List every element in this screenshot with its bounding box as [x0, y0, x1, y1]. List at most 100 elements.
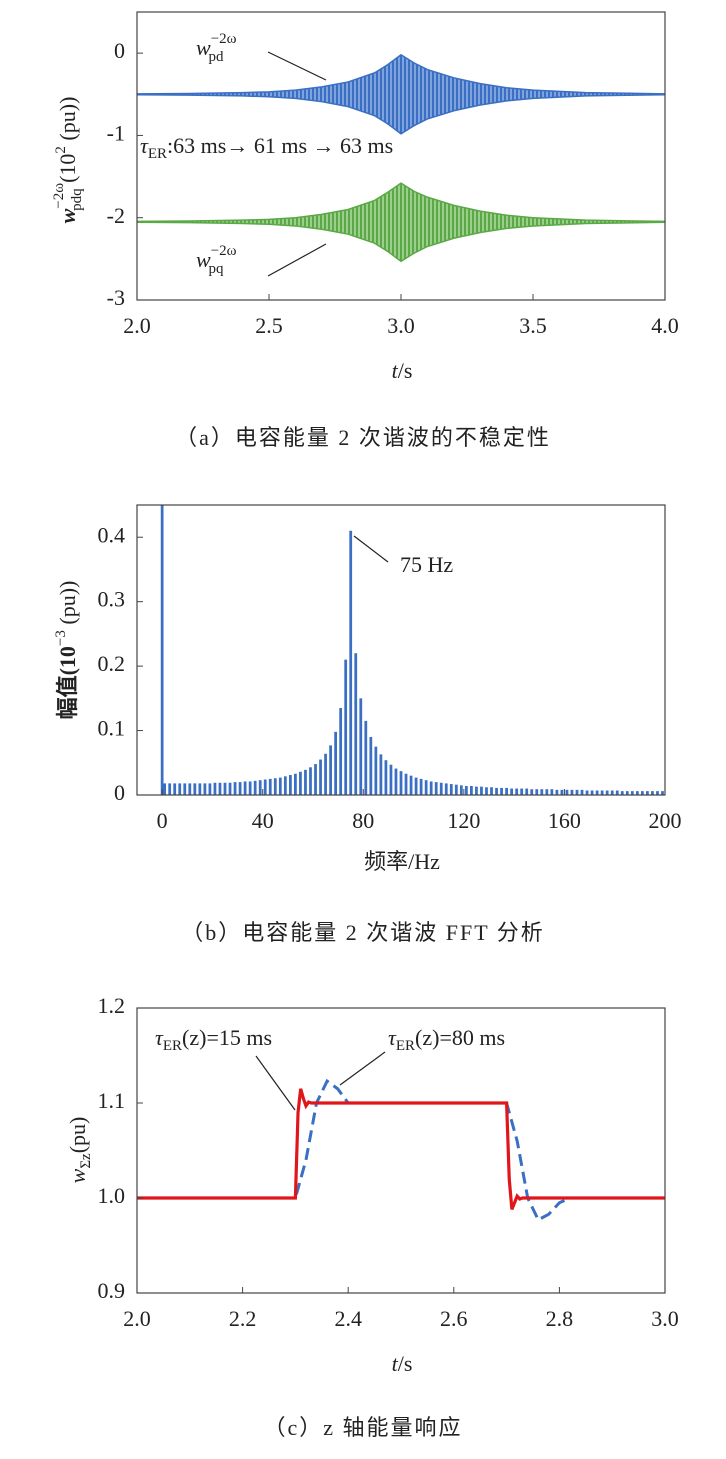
plot-area [160, 505, 664, 795]
leader-line [255, 1055, 296, 1111]
bar [505, 787, 508, 795]
bar [485, 787, 488, 795]
bar [625, 791, 629, 795]
bar [515, 788, 519, 795]
leader-line [353, 535, 389, 563]
bar [610, 790, 614, 795]
bar [640, 791, 644, 795]
y-tick-label: 0.9 [98, 1278, 126, 1303]
bar [193, 783, 197, 795]
bar [354, 653, 358, 795]
x-tick-label: 2.6 [440, 1306, 468, 1331]
bar [646, 791, 649, 795]
bar [163, 783, 167, 795]
y-tick-label: -1 [107, 120, 125, 145]
line-series [137, 1078, 665, 1222]
x-tick-label: 3.5 [519, 313, 547, 338]
leader-line [267, 51, 327, 81]
annotation: τER(z)=15 ms [155, 1025, 272, 1054]
bar [329, 745, 332, 795]
annotation: w−2ω pd [196, 31, 237, 65]
bar [656, 791, 659, 795]
bar [595, 790, 599, 795]
bar [258, 780, 262, 795]
caption: （a）电容能量 2 次谐波的不稳定性 [175, 425, 551, 450]
bar [449, 784, 453, 795]
annotation: τER(z)=80 ms [388, 1025, 505, 1054]
bar [444, 783, 448, 795]
x-tick-label: 0 [157, 808, 168, 833]
bar [454, 784, 458, 795]
bar [218, 782, 222, 795]
bar [439, 782, 443, 795]
bar [525, 788, 529, 795]
bar [394, 768, 398, 795]
bar [590, 790, 594, 795]
leader-line [339, 1051, 386, 1086]
bar [173, 783, 177, 795]
bar [228, 782, 232, 795]
x-tick-label: 3.0 [387, 313, 415, 338]
bar [419, 778, 423, 795]
y-tick-label: 0.2 [98, 651, 126, 676]
x-tick-label: 2.2 [229, 1306, 257, 1331]
y-axis-label: wΣz(pu) [65, 1117, 94, 1184]
bar [429, 781, 433, 795]
bar [490, 787, 493, 795]
y-tick-label: 0 [114, 38, 125, 63]
y-tick-label: 0 [114, 780, 125, 805]
bar [273, 778, 277, 795]
bar [635, 791, 639, 795]
y-tick-label: 1.1 [98, 1088, 126, 1113]
bar [319, 759, 322, 795]
bar [520, 788, 524, 795]
bar [379, 754, 383, 795]
bar [384, 760, 388, 795]
bar [550, 789, 554, 795]
bar [304, 769, 307, 795]
line-series [137, 1088, 665, 1210]
bar [545, 789, 549, 795]
bar [530, 789, 534, 795]
bar [339, 708, 343, 795]
bar [268, 778, 272, 795]
bar [580, 789, 584, 795]
x-tick-label: 3.0 [651, 1306, 679, 1331]
bar [575, 789, 579, 795]
bar [535, 789, 539, 795]
plot-area [137, 1078, 665, 1222]
y-axis-label: 幅值(10−3 (pu)) [53, 581, 80, 720]
y-tick-label: 0.4 [98, 522, 126, 547]
y-tick-label: -2 [107, 203, 125, 228]
bar [620, 791, 624, 795]
bar [334, 731, 338, 795]
x-tick-label: 2.4 [334, 1306, 362, 1331]
bar [464, 785, 468, 795]
bar [600, 790, 604, 795]
bar [470, 785, 473, 795]
bar [238, 782, 242, 795]
bar [349, 530, 353, 795]
bar [500, 787, 503, 795]
x-tick-label: 4.0 [651, 313, 679, 338]
x-tick-label: 160 [548, 808, 581, 833]
bar [630, 791, 634, 795]
bar [160, 505, 164, 795]
bar [203, 783, 207, 795]
bar [585, 790, 589, 795]
bar [188, 783, 192, 795]
bar [364, 720, 368, 795]
oscillation-band [137, 53, 665, 135]
y-tick-label: 0.3 [98, 587, 126, 612]
x-axis-label: 频率/Hz [364, 849, 440, 874]
bar [560, 789, 564, 795]
y-tick-label: 1.2 [98, 993, 126, 1018]
bar [495, 787, 498, 795]
x-tick-label: 120 [447, 808, 480, 833]
bar [253, 780, 257, 795]
bar [434, 782, 438, 795]
bar [223, 782, 227, 795]
bar [359, 698, 363, 795]
bar [369, 737, 373, 795]
